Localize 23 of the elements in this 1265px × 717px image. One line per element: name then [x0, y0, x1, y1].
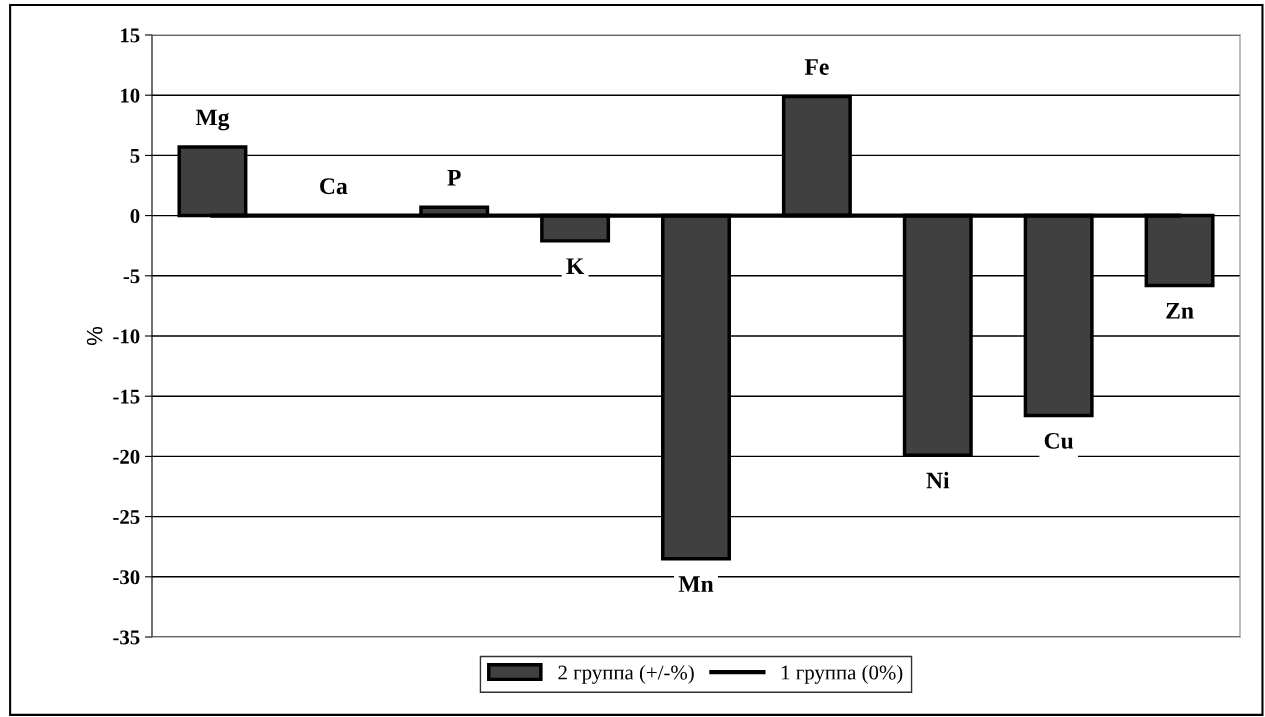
x-tick-label: Zn: [1166, 303, 1194, 319]
y-tick-label: -15: [113, 389, 140, 404]
y-tick-label: 0: [130, 208, 140, 224]
x-tick-label: Ca: [320, 178, 348, 195]
x-tick-label: Ni: [926, 471, 950, 489]
x-tick-label: Mg: [195, 109, 230, 131]
y-tick-label: -10: [113, 329, 140, 344]
y-tick-label: 15: [121, 28, 140, 43]
y-tick-label: -20: [113, 449, 140, 464]
y-tick-label: 5: [130, 148, 140, 163]
legend-label: 1 группа (0%): [781, 664, 903, 684]
x-tick-label: Fe: [804, 59, 829, 75]
x-tick-label: Mn: [678, 576, 714, 592]
legend-label: 2 группа (+/-%): [558, 664, 694, 684]
y-tick-label: -5: [123, 269, 140, 284]
x-tick-label: K: [566, 258, 585, 274]
y-tick-label: -25: [113, 510, 140, 525]
x-tick-label: P: [447, 170, 461, 186]
y-tick-label: -30: [113, 570, 140, 585]
y-tick-label: -35: [113, 630, 140, 645]
y-axis-title: %: [86, 326, 103, 346]
x-tick-label: Cu: [1044, 432, 1074, 449]
y-tick-label: 10: [121, 88, 140, 103]
